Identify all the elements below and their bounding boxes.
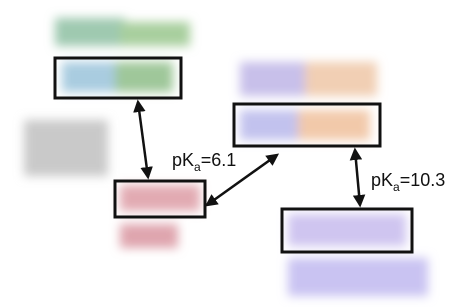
label-subscript: a — [194, 160, 201, 174]
label-subscript: a — [393, 180, 400, 194]
box — [232, 102, 382, 148]
blurred-content — [24, 18, 428, 296]
arrow — [204, 153, 280, 207]
box — [280, 207, 414, 254]
label-base: pK — [172, 150, 194, 170]
label-base: pK — [371, 170, 393, 190]
box — [53, 56, 183, 100]
arrow — [349, 147, 366, 208]
edge-label: pKa=10.3 — [371, 170, 445, 194]
arrows — [133, 99, 366, 208]
label-value: =10.3 — [400, 170, 446, 190]
edge-label: pKa=6.1 — [172, 150, 236, 174]
arrow — [133, 99, 153, 180]
label-value: =6.1 — [201, 150, 237, 170]
